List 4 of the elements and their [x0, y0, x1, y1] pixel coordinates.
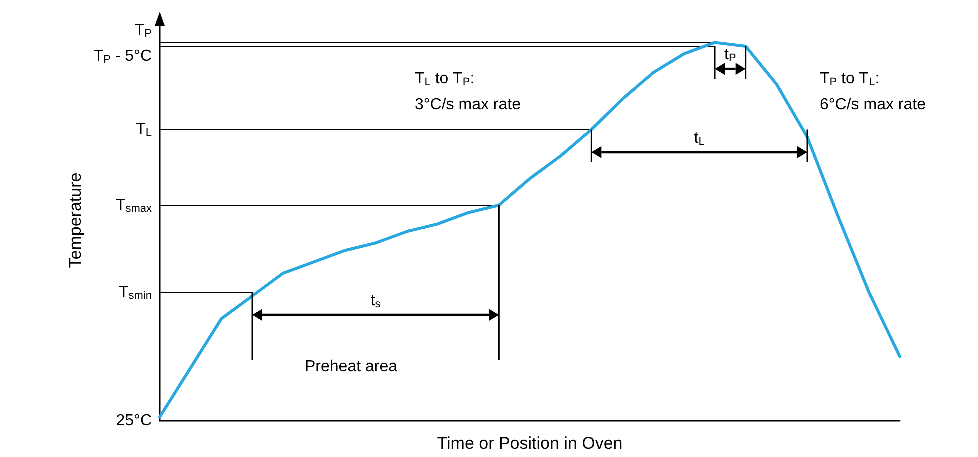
y-axis-title: Temperature — [66, 172, 85, 268]
x-axis-title: Time or Position in Oven — [437, 434, 623, 453]
annotation: Preheat area — [305, 358, 398, 376]
ref-line-label: 25°C — [116, 412, 152, 430]
